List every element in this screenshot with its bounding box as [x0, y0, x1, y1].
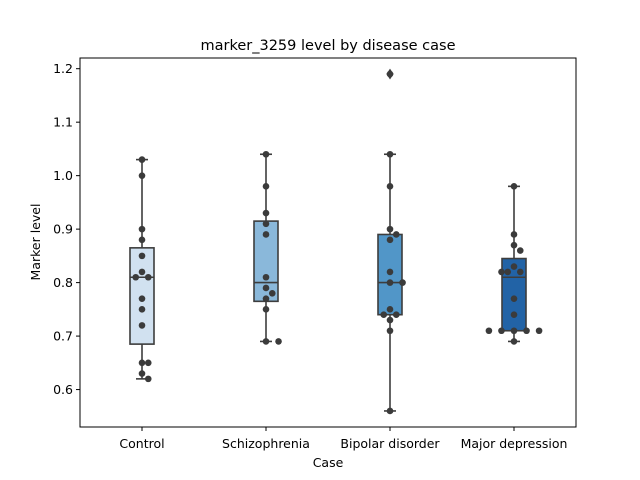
data-point [510, 327, 518, 335]
data-point [138, 322, 146, 329]
data-point [144, 273, 152, 281]
data-point [262, 150, 270, 158]
data-point [386, 268, 394, 276]
data-point [485, 327, 493, 335]
data-point [510, 183, 518, 190]
y-tick-label: 0.7 [53, 329, 73, 344]
data-point [386, 225, 394, 233]
y-tick-label: 0.9 [53, 222, 73, 237]
data-point [138, 156, 146, 163]
data-point [498, 327, 505, 335]
data-point [144, 359, 152, 367]
data-point [386, 150, 394, 158]
data-point [262, 183, 270, 190]
data-point [138, 359, 146, 367]
data-point [510, 311, 518, 318]
data-point [504, 268, 512, 276]
data-point [386, 279, 394, 286]
x-axis-label: Case [313, 455, 344, 470]
data-point [386, 407, 394, 415]
y-tick-label: 1.0 [53, 168, 73, 183]
box-schizophrenia [253, 153, 279, 343]
data-point [510, 338, 518, 345]
y-tick-label: 1.2 [53, 61, 73, 76]
y-axis: 0.6 0.7 0.8 0.9 1.0 1.1 1.2 [53, 61, 80, 397]
data-point [262, 284, 270, 292]
data-point [523, 327, 530, 335]
data-point [399, 279, 406, 286]
data-point [275, 338, 282, 345]
data-point [262, 338, 270, 345]
x-tick-label: Schizophrenia [222, 436, 310, 451]
y-tick-label: 1.1 [53, 115, 73, 130]
data-point [516, 247, 524, 254]
box-iqr [377, 233, 403, 316]
data-point [144, 375, 152, 383]
x-tick-label: Control [119, 436, 164, 451]
chart-title: marker_3259 level by disease case [201, 38, 456, 54]
data-point [138, 225, 146, 233]
swarm-points [132, 70, 543, 415]
data-point [138, 295, 146, 302]
data-point [138, 268, 146, 276]
data-point [262, 273, 270, 281]
data-point [138, 172, 146, 179]
data-point [262, 220, 270, 228]
data-point [386, 327, 394, 335]
x-tick-label: Major depression [461, 436, 568, 451]
data-point [262, 295, 270, 302]
data-point [392, 231, 400, 238]
data-point [510, 231, 518, 238]
data-point [510, 241, 518, 249]
data-point [132, 273, 140, 281]
data-point [392, 311, 400, 318]
data-point [138, 370, 146, 377]
data-point [138, 252, 146, 260]
data-point [262, 209, 270, 217]
box-series [129, 68, 527, 412]
data-point [535, 327, 543, 335]
data-point [516, 268, 524, 276]
data-point [386, 316, 394, 324]
data-point [138, 236, 146, 244]
data-point [380, 311, 388, 318]
data-point [268, 290, 276, 297]
data-point [138, 306, 146, 313]
y-tick-label: 0.6 [53, 382, 73, 397]
x-axis: Control Schizophrenia Bipolar disorder Majo… [119, 427, 567, 451]
data-point [386, 236, 394, 244]
y-axis-label: Marker level [28, 204, 43, 281]
y-tick-label: 0.8 [53, 275, 73, 290]
data-point [510, 295, 518, 302]
box-bipolar-disorder [377, 68, 403, 412]
plot-area-frame [79, 57, 577, 428]
data-point [386, 183, 394, 190]
data-point [510, 263, 518, 270]
data-point [386, 306, 394, 313]
data-point [386, 70, 394, 78]
data-point [262, 306, 270, 313]
data-point [262, 231, 270, 238]
data-point [498, 268, 505, 276]
x-tick-label: Bipolar disorder [340, 436, 440, 451]
